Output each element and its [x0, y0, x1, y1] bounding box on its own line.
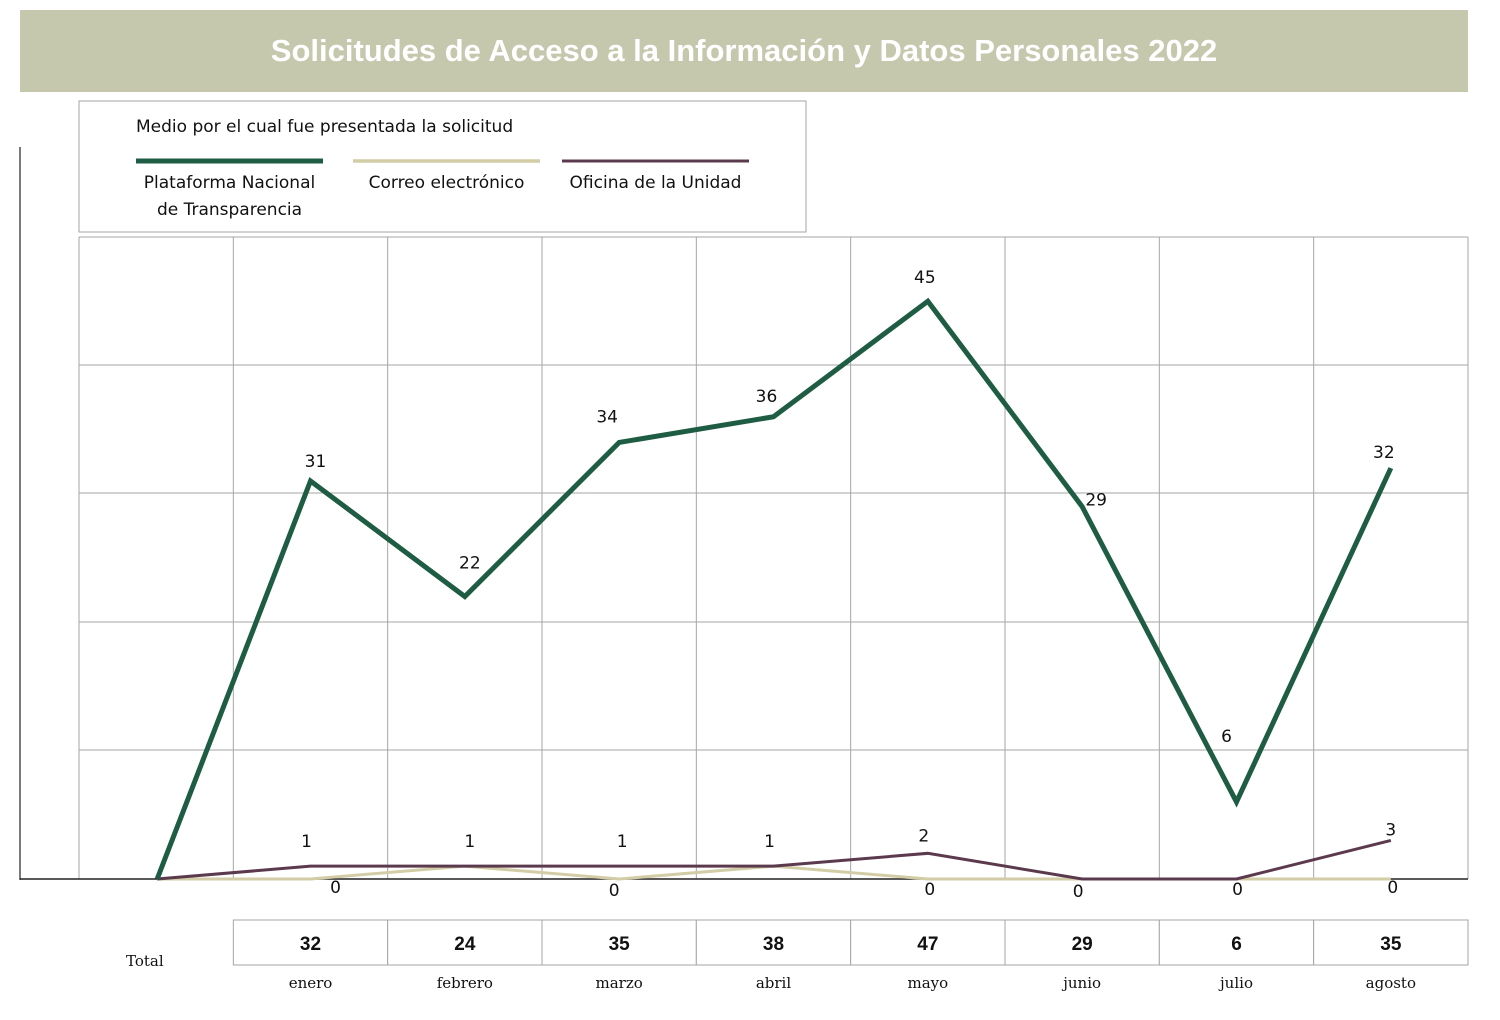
x-tick-label: enero [289, 974, 333, 992]
totals-cell [695, 919, 852, 966]
data-label: 0 [924, 880, 935, 900]
x-tick-label: mayo [907, 974, 948, 992]
totals-table: Total 32 24 35 38 47 29 6 35 [126, 919, 1469, 970]
series-line [157, 864, 1391, 881]
data-label: 31 [305, 452, 327, 472]
data-label: 0 [1073, 882, 1084, 902]
total-value: 35 [609, 934, 631, 955]
data-label: 6 [1221, 727, 1232, 747]
data-label: 22 [459, 554, 481, 574]
x-axis-labels: enero febrero marzo abril mayo junio julio agos… [289, 974, 1416, 992]
total-value: 24 [454, 934, 476, 955]
totals-cell [232, 919, 389, 966]
data-label: 36 [756, 387, 778, 407]
totals-cell [387, 919, 543, 966]
series-line [154, 297, 1394, 880]
totals-cell [1313, 919, 1469, 966]
x-tick-label: julio [1218, 974, 1253, 992]
x-tick-label: junio [1061, 974, 1101, 992]
legend-title: Medio por el cual fue presentada la soli… [136, 117, 513, 137]
data-label: 0 [1232, 880, 1243, 900]
data-label: 0 [1387, 878, 1398, 898]
legend-entry: Oficina de la Unidad [570, 173, 742, 193]
total-value: 29 [1072, 934, 1093, 955]
legend: Medio por el cual fue presentada la soli… [78, 100, 807, 233]
plot-grid [78, 236, 1469, 879]
legend-entry: Correo electrónico [369, 173, 525, 193]
x-tick-label: marzo [596, 974, 643, 992]
series-lines [154, 297, 1394, 881]
title-band: Solicitudes de Acceso a la Información y… [20, 10, 1468, 92]
legend-entry: Plataforma Nacional de Transparencia [144, 173, 315, 220]
data-label: 1 [617, 832, 628, 852]
data-label: 3 [1385, 820, 1396, 840]
data-label: 1 [301, 832, 312, 852]
x-tick-label: abril [756, 974, 792, 992]
total-value: 47 [917, 934, 938, 955]
data-label: 1 [464, 832, 475, 852]
data-label: 32 [1373, 443, 1395, 463]
chart-title: Solicitudes de Acceso a la Información y… [270, 33, 1218, 68]
total-value: 32 [300, 934, 321, 955]
data-label: 34 [596, 407, 618, 427]
data-label: 2 [918, 826, 929, 846]
totals-cell [850, 919, 1006, 966]
data-label: 29 [1085, 491, 1107, 511]
x-tick-label: agosto [1366, 974, 1416, 992]
totals-label: Total [126, 952, 164, 970]
series-line [157, 839, 1392, 881]
data-label: 0 [330, 878, 341, 898]
total-value: 38 [763, 934, 784, 955]
total-value: 6 [1231, 934, 1242, 955]
totals-cell [541, 919, 697, 966]
data-labels: 31 22 34 36 45 29 6 32 1 1 1 1 2 3 0 0 0 0 0 0 [301, 268, 1398, 902]
totals-cell [1158, 919, 1315, 966]
data-label: 1 [764, 832, 775, 852]
legend-box [78, 100, 807, 233]
total-value: 35 [1380, 934, 1402, 955]
x-tick-label: febrero [437, 974, 493, 992]
data-label: 45 [914, 268, 936, 288]
totals-cell [1004, 919, 1160, 966]
data-label: 0 [609, 881, 620, 901]
